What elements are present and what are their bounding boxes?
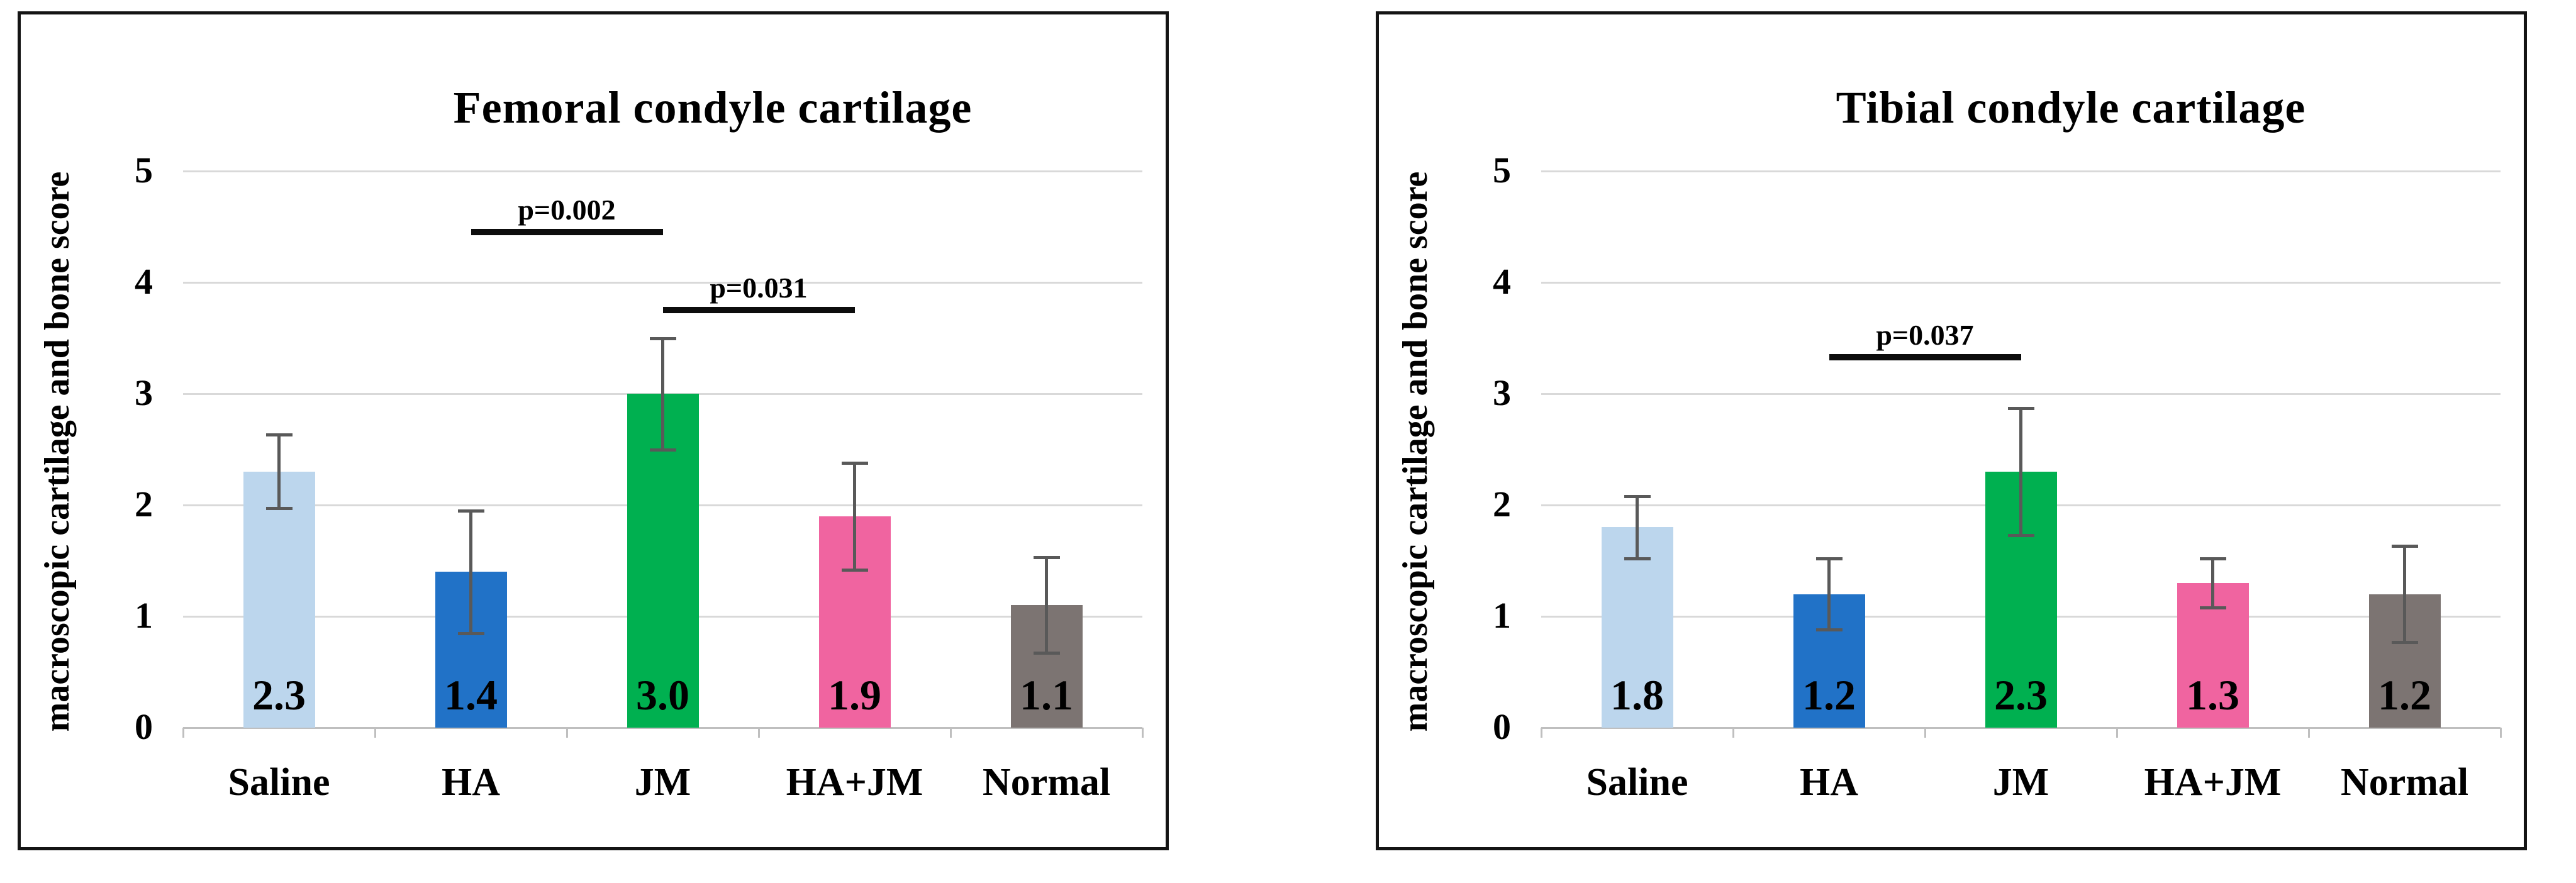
x-axis-tick [2116, 728, 2118, 738]
x-tick-label-ha-jm: HA+JM [2144, 761, 2282, 804]
x-axis-tick [374, 728, 376, 738]
error-bar-cap-top [2391, 545, 2418, 548]
y-tick-label: 2 [135, 484, 153, 525]
x-axis-tick [2308, 728, 2310, 738]
error-bar-cap-bottom [1624, 557, 1651, 560]
x-tick-label-normal: Normal [2340, 761, 2469, 804]
bar-value-label-jm: 2.3 [1994, 671, 2048, 719]
error-bar-cap-top [649, 336, 676, 340]
error-bar-cap-top [265, 433, 293, 437]
y-tick-label: 4 [1493, 261, 1511, 302]
error-bar-cap-bottom [649, 448, 676, 452]
chart-title: Femoral condyle cartilage [453, 82, 973, 133]
bar-value-label-normal: 1.1 [1020, 671, 1073, 719]
bar-value-label-saline: 2.3 [252, 671, 306, 719]
bar-value-label-ha: 1.4 [444, 671, 498, 719]
error-bar-cap-top [841, 461, 868, 465]
x-tick-label-jm: JM [1992, 761, 2049, 804]
y-tick-label: 3 [1493, 372, 1511, 413]
x-tick-label-saline: Saline [228, 761, 330, 804]
significance-bracket-p-0-031 [662, 307, 855, 314]
chart-panel-tibial: Tibial condyle cartilage macroscopic cart… [1376, 11, 2527, 850]
error-bar-cap-top [1815, 557, 1843, 560]
x-tick-label-normal: Normal [982, 761, 1111, 804]
x-axis-tick [950, 728, 952, 738]
y-tick-label: 0 [135, 706, 153, 747]
error-bar-cap-bottom [1815, 628, 1843, 632]
error-bar-cap-bottom [265, 507, 293, 511]
error-bar-cap-top [1624, 494, 1651, 498]
x-tick-label-ha: HA [442, 761, 500, 804]
error-bar-cap-top [1033, 556, 1060, 560]
bar-saline [243, 472, 315, 728]
error-bar-normal [2403, 546, 2406, 642]
bar-value-label-saline: 1.8 [1610, 671, 1664, 719]
x-axis-tick [1541, 728, 1542, 738]
y-tick-label: 1 [135, 595, 153, 636]
significance-bracket-p-0-002 [471, 229, 663, 236]
significance-label-p-0-037: p=0.037 [1876, 318, 1974, 351]
error-bar-cap-bottom [841, 568, 868, 572]
x-axis-tick [566, 728, 568, 738]
error-bar-ha [469, 510, 472, 633]
y-tick-label: 2 [1493, 484, 1511, 525]
chart-panel-femoral: Femoral condyle cartilage macroscopic car… [18, 11, 1169, 850]
y-tick-label: 5 [1493, 150, 1511, 191]
x-axis-tick [1924, 728, 1926, 738]
gridline [183, 282, 1142, 284]
error-bar-jm [2019, 408, 2022, 535]
y-tick-label: 5 [135, 150, 153, 191]
error-bar-cap-bottom [2199, 606, 2226, 609]
x-tick-label-saline: Saline [1586, 761, 1688, 804]
significance-label-p-0-031: p=0.031 [710, 272, 808, 304]
x-axis-tick [758, 728, 760, 738]
x-axis-tick [1732, 728, 1734, 738]
x-tick-label-ha-jm: HA+JM [786, 761, 923, 804]
chart-title: Tibial condyle cartilage [1836, 82, 2306, 133]
y-tick-label: 0 [1493, 706, 1511, 747]
error-bar-jm [661, 338, 664, 450]
error-bar-cap-top [2007, 407, 2034, 410]
x-axis-tick [182, 728, 184, 738]
error-bar-cap-bottom [1033, 652, 1060, 655]
x-axis-line [1541, 727, 2501, 729]
error-bar-saline [1636, 496, 1639, 558]
error-bar-cap-bottom [2007, 533, 2034, 537]
y-tick-label: 4 [135, 261, 153, 302]
bar-value-label-ha: 1.2 [1802, 671, 1856, 719]
bar-value-label-normal: 1.2 [2378, 671, 2431, 719]
error-bar-ha-jm [2211, 558, 2214, 608]
error-bar-normal [1045, 557, 1048, 653]
error-bar-saline [277, 435, 281, 509]
bar-saline [1601, 527, 1673, 728]
gridline [183, 170, 1142, 172]
x-tick-label-jm: JM [634, 761, 691, 804]
y-tick-label: 3 [135, 372, 153, 413]
y-tick-label: 1 [1493, 595, 1511, 636]
y-axis-title: macroscopic cartilage and bone score [1396, 171, 1435, 732]
error-bar-cap-bottom [457, 631, 484, 635]
gridline [1541, 170, 2501, 172]
significance-label-p-0-002: p=0.002 [518, 194, 616, 226]
x-axis-tick [1142, 728, 1144, 738]
error-bar-cap-bottom [2391, 640, 2418, 644]
error-bar-cap-top [2199, 557, 2226, 560]
error-bar-ha-jm [853, 462, 856, 570]
x-axis-tick [2500, 728, 2502, 738]
bar-value-label-ha-jm: 1.3 [2186, 671, 2239, 719]
error-bar-ha [1827, 558, 1831, 630]
gridline [1541, 282, 2501, 284]
y-axis-title: macroscopic cartilage and bone score [38, 171, 77, 732]
x-axis-line [183, 727, 1142, 729]
error-bar-cap-top [457, 509, 484, 513]
significance-bracket-p-0-037 [1829, 353, 2021, 360]
bar-value-label-jm: 3.0 [636, 671, 689, 719]
x-tick-label-ha: HA [1800, 761, 1858, 804]
bar-value-label-ha-jm: 1.9 [828, 671, 881, 719]
gridline [1541, 393, 2501, 395]
